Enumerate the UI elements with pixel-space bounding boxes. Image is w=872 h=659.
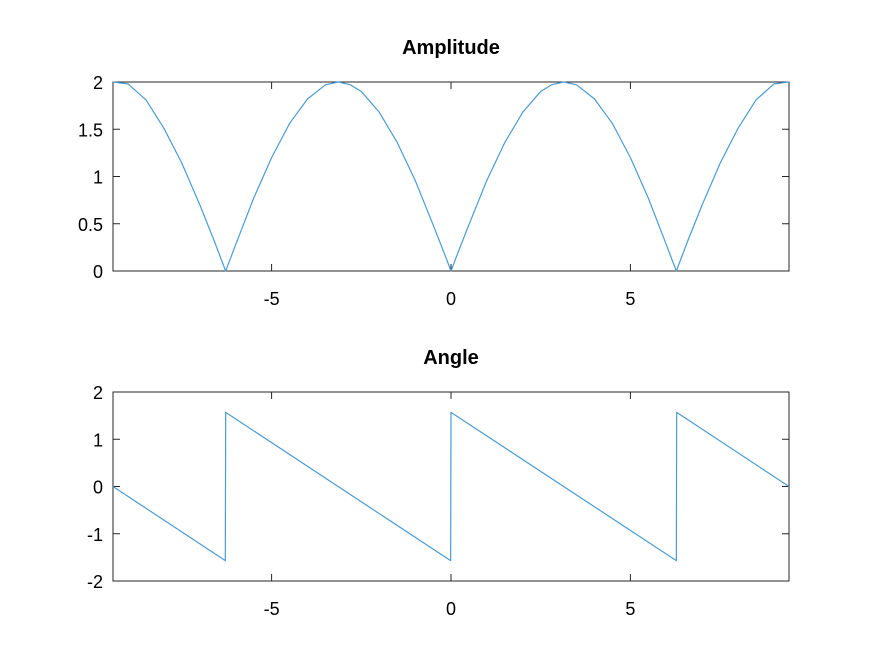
y-tick-label: 1.5 — [78, 120, 103, 140]
y-tick-label: 2 — [93, 73, 103, 93]
amplitude-panel: Amplitude -5 0 5 0 0.5 1 1.5 2 — [78, 37, 790, 309]
y-tick-label: 2 — [93, 383, 103, 403]
series-group — [112, 81, 790, 272]
x-tick-label: -5 — [264, 599, 280, 619]
axis-ticks: -5 0 5 -2 -1 0 1 2 — [87, 383, 789, 619]
x-tick-label: 0 — [446, 289, 456, 309]
y-tick-label: 0 — [93, 478, 103, 498]
y-tick-label: 1 — [93, 430, 103, 450]
y-tick-label: -1 — [87, 525, 103, 545]
angle-panel: Angle -5 0 5 -2 -1 0 1 2 — [87, 347, 790, 619]
series-line — [112, 81, 790, 272]
y-tick-label: 0 — [93, 262, 103, 282]
chart-title: Amplitude — [402, 37, 500, 59]
chart-title: Angle — [423, 347, 479, 369]
axis-ticks: -5 0 5 0 0.5 1 1.5 2 — [78, 73, 789, 309]
y-tick-label: 0.5 — [78, 215, 103, 235]
x-tick-label: 0 — [446, 599, 456, 619]
y-tick-label: -2 — [87, 572, 103, 592]
x-tick-label: 5 — [625, 599, 635, 619]
series-group — [112, 411, 790, 562]
y-tick-label: 1 — [93, 168, 103, 188]
series-line — [112, 411, 790, 562]
x-tick-label: 5 — [625, 289, 635, 309]
x-tick-label: -5 — [264, 289, 280, 309]
